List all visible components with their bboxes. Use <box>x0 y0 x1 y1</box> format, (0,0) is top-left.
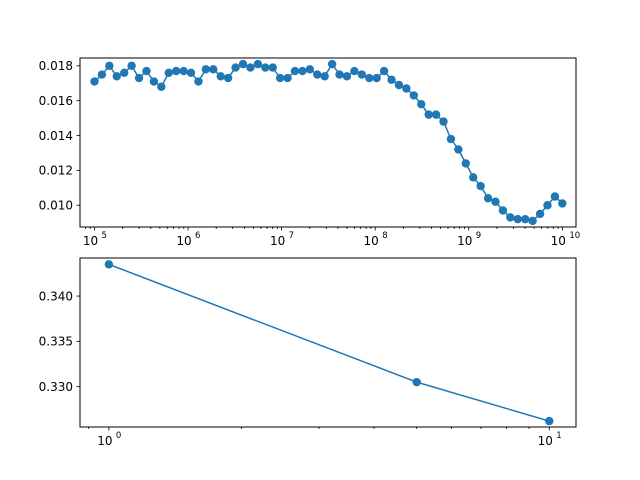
data-point <box>246 63 255 72</box>
data-point <box>201 65 211 74</box>
data-point <box>164 68 173 78</box>
x-tick-label-exponent: 7 <box>289 231 294 241</box>
axes-frame <box>79 57 577 228</box>
y-tick-label: 0.014 <box>39 129 73 143</box>
data-point <box>550 192 560 201</box>
data-point <box>157 82 166 91</box>
axes-frame <box>79 257 577 428</box>
data-point <box>483 194 493 203</box>
data-point <box>112 72 121 81</box>
data-point <box>379 66 389 76</box>
data-point <box>216 72 225 81</box>
x-tick-label-exponent: 10 <box>569 231 580 241</box>
data-point <box>535 209 545 219</box>
data-point <box>320 72 329 81</box>
data-point <box>149 77 159 86</box>
x-tick-label: 10 <box>176 234 191 248</box>
data-point <box>142 66 151 76</box>
data-point <box>105 61 114 71</box>
data-point <box>439 117 448 126</box>
data-point <box>335 70 344 79</box>
data-point <box>417 99 426 109</box>
data-point <box>446 134 456 144</box>
data-point <box>298 66 307 76</box>
x-tick-label-exponent: 6 <box>195 231 200 241</box>
y-tick-label: 0.340 <box>39 289 73 303</box>
data-point <box>528 216 537 226</box>
data-point <box>290 66 300 76</box>
data-point <box>305 65 315 74</box>
data-point <box>327 59 337 69</box>
x-tick-label: 10 <box>538 434 553 448</box>
data-point <box>253 59 263 69</box>
data-point <box>424 110 433 119</box>
data-point <box>412 377 421 387</box>
x-tick-label: 10 <box>364 234 379 248</box>
data-point <box>461 159 470 168</box>
data-point <box>313 70 322 79</box>
data-point <box>104 260 114 269</box>
x-tick-label-exponent: 5 <box>101 231 106 241</box>
y-tick-label: 0.335 <box>39 335 73 349</box>
y-tick-label: 0.018 <box>39 59 73 73</box>
data-point <box>558 199 567 208</box>
data-point <box>119 68 129 78</box>
x-tick-label: 10 <box>457 234 472 248</box>
data-point <box>520 214 530 224</box>
data-point <box>350 66 359 76</box>
data-point <box>231 63 240 72</box>
x-tick-label-exponent: 0 <box>116 431 121 441</box>
data-point <box>97 70 107 79</box>
data-point <box>186 68 196 78</box>
data-point <box>513 214 522 224</box>
data-point <box>409 91 419 100</box>
data-point <box>365 73 374 83</box>
data-point <box>431 110 441 119</box>
y-tick-label: 0.010 <box>39 199 73 213</box>
data-point <box>394 80 404 90</box>
x-tick-label: 10 <box>83 234 98 248</box>
data-point <box>545 416 554 426</box>
data-point <box>223 73 233 83</box>
data-point <box>209 65 218 74</box>
data-point <box>194 77 203 86</box>
x-tick-label-exponent: 8 <box>382 231 387 241</box>
data-point <box>90 77 99 86</box>
y-tick-label: 0.012 <box>39 164 73 178</box>
data-point <box>491 197 500 206</box>
data-point <box>127 61 136 71</box>
data-point <box>179 66 188 76</box>
x-tick-label: 10 <box>97 434 112 448</box>
x-tick-label: 10 <box>270 234 285 248</box>
data-point <box>543 201 552 210</box>
data-point <box>275 73 285 83</box>
data-point <box>134 73 144 83</box>
data-point <box>268 63 277 72</box>
data-point <box>171 66 181 76</box>
data-point <box>454 145 463 154</box>
data-point <box>402 84 411 93</box>
data-point <box>342 72 352 81</box>
data-point <box>357 70 367 79</box>
data-point <box>387 75 396 84</box>
data-point <box>476 181 485 191</box>
data-point <box>469 173 478 182</box>
top-subplot: 10 5 10 6 10 7 10 8 10 9 10 100.0100.0120.0140.0160… <box>39 57 580 248</box>
x-tick-label-exponent: 9 <box>476 231 481 241</box>
x-tick-label-exponent: 1 <box>556 431 561 441</box>
data-point <box>498 206 508 215</box>
x-tick-label: 10 <box>551 234 566 248</box>
data-point <box>506 213 515 222</box>
data-point <box>283 73 292 83</box>
data-point <box>261 63 270 72</box>
data-point <box>238 59 248 69</box>
y-tick-label: 0.330 <box>39 380 73 394</box>
data-point <box>372 73 381 83</box>
y-tick-label: 0.016 <box>39 94 73 108</box>
